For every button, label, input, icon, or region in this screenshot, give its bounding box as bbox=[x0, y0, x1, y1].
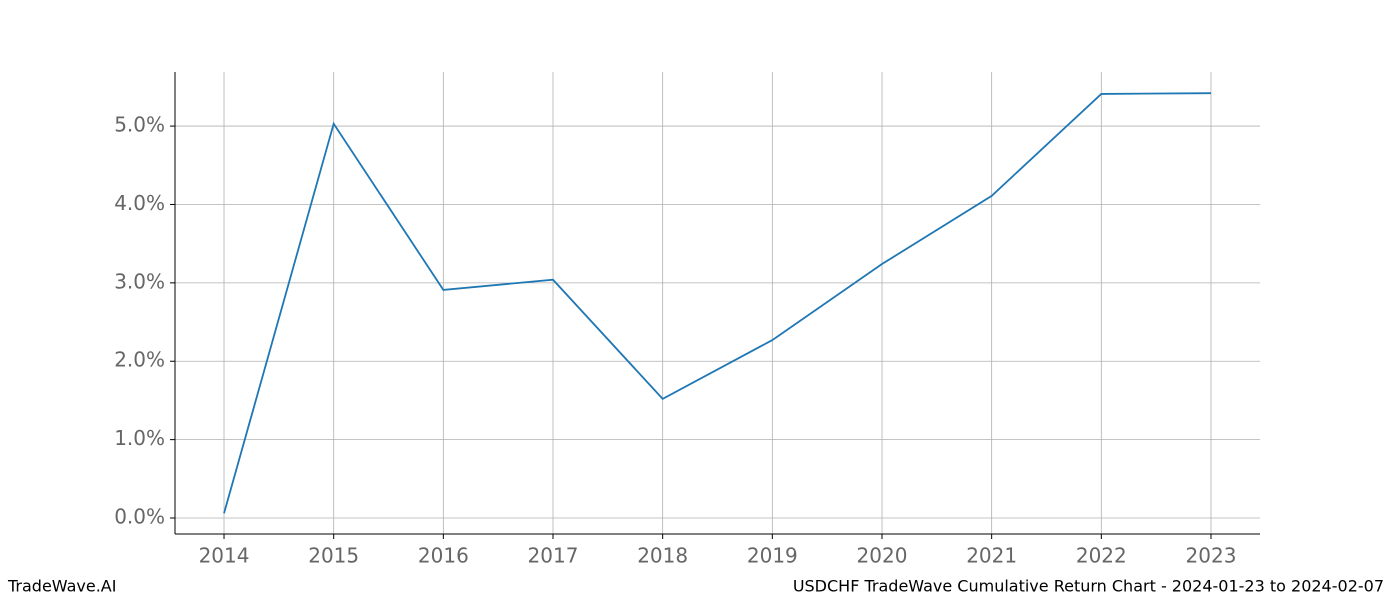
x-tick-label: 2018 bbox=[637, 544, 688, 568]
y-tick-label: 2.0% bbox=[114, 348, 165, 372]
y-tick-label: 1.0% bbox=[114, 426, 165, 450]
chart-title: USDCHF TradeWave Cumulative Return Chart… bbox=[793, 577, 1384, 596]
watermark: TradeWave.AI bbox=[7, 577, 116, 596]
x-tick-label: 2019 bbox=[747, 544, 798, 568]
x-tick-label: 2015 bbox=[308, 544, 359, 568]
y-tick-label: 3.0% bbox=[114, 269, 165, 293]
line-series bbox=[223, 92, 1211, 514]
x-tick-label: 2016 bbox=[418, 544, 469, 568]
y-tick-label: 5.0% bbox=[114, 113, 165, 137]
x-tick-label: 2022 bbox=[1076, 544, 1127, 568]
y-tick-label: 4.0% bbox=[114, 191, 165, 215]
x-tick-label: 2023 bbox=[1186, 544, 1237, 568]
x-tick-label: 2017 bbox=[528, 544, 579, 568]
x-tick-label: 2021 bbox=[966, 544, 1017, 568]
x-tick-label: 2020 bbox=[857, 544, 908, 568]
x-tick-label: 2014 bbox=[199, 544, 250, 568]
y-tick-label: 0.0% bbox=[114, 505, 165, 529]
grid bbox=[175, 72, 1260, 534]
